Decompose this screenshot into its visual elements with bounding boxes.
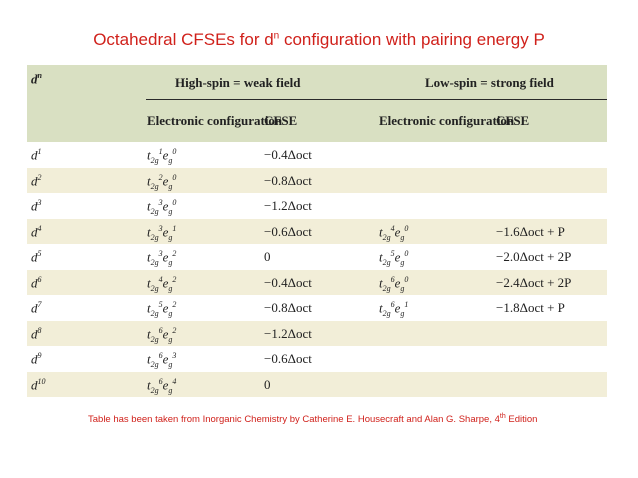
high-spin-cfse: −0.4Δoct <box>264 274 312 290</box>
title-superscript: n <box>273 30 280 42</box>
low-spin-config: t2g6eg1 <box>379 300 409 318</box>
table-row: d6 t2g4eg2 −0.4Δoct t2g6eg0 −2.4Δoct + 2P <box>27 269 607 295</box>
slide-title: Octahedral CFSEs for dn configuration wi… <box>0 30 638 50</box>
table-row: d8 t2g6eg2 −1.2Δoct <box>27 320 607 346</box>
caption-suffix: Edition <box>505 414 538 426</box>
high-spin-cfse: −0.8Δoct <box>264 172 312 188</box>
header-low-spin: Low-spin = strong field <box>425 75 554 90</box>
caption-superscript: th <box>499 413 506 420</box>
table-row: d1 t2g1eg0 −0.4Δoct <box>27 142 607 168</box>
table-row: d2 t2g2eg0 −0.8Δoct <box>27 167 607 193</box>
low-spin-cfse: −2.0Δoct + 2P <box>496 249 572 264</box>
header-config-high: Electronic configuration <box>147 113 283 128</box>
high-spin-config: t2g3eg0 <box>147 198 177 216</box>
row-dn: d10 <box>31 376 46 392</box>
high-spin-cfse: −1.2Δoct <box>264 325 312 341</box>
high-spin-config: t2g5eg2 <box>147 300 177 318</box>
title-text: Octahedral CFSEs for d <box>93 30 274 49</box>
low-spin-cfse: −1.8Δoct + P <box>496 300 565 315</box>
row-dn: d8 <box>31 325 42 341</box>
table-row: d7 t2g5eg2 −0.8Δoct t2g6eg1 −1.8Δoct + P <box>27 295 607 321</box>
caption-text: Table has been taken from Inorganic Chem… <box>88 414 500 426</box>
high-spin-cfse: −0.6Δoct <box>264 223 312 239</box>
header-divider <box>146 99 607 100</box>
high-spin-config: t2g4eg2 <box>147 274 177 293</box>
high-spin-config: t2g3eg2 <box>147 249 177 267</box>
header-high-spin: High-spin = weak field <box>175 75 301 90</box>
table-row: d3 t2g3eg0 −1.2Δoct <box>27 193 607 219</box>
header-config-low: Electronic configuration <box>379 113 515 128</box>
row-dn: d1 <box>31 147 42 163</box>
high-spin-cfse: −1.2Δoct <box>264 198 312 213</box>
row-dn: d5 <box>31 249 42 265</box>
high-spin-config: t2g3eg1 <box>147 223 177 242</box>
row-dn: d6 <box>31 274 42 290</box>
table-row: d4 t2g3eg1 −0.6Δoct t2g4eg0 −1.6Δoct + P <box>27 218 607 244</box>
title-text-suffix: configuration with pairing energy P <box>279 30 545 49</box>
table-header: dn High-spin = weak field Low-spin = str… <box>27 65 607 142</box>
low-spin-config: t2g4eg0 <box>379 223 409 242</box>
header-cfse-high: CFSE <box>264 113 298 128</box>
high-spin-config: t2g2eg0 <box>147 172 177 191</box>
table-row: d5 t2g3eg2 0 t2g5eg0 −2.0Δoct + 2P <box>27 244 607 270</box>
low-spin-cfse: −2.4Δoct + 2P <box>496 274 572 290</box>
high-spin-config: t2g6eg4 <box>147 376 177 395</box>
high-spin-config: t2g6eg3 <box>147 351 177 369</box>
source-caption: Table has been taken from Inorganic Chem… <box>88 413 537 425</box>
high-spin-cfse: −0.4Δoct <box>264 147 312 162</box>
row-dn: d3 <box>31 198 42 214</box>
cfse-table: dn High-spin = weak field Low-spin = str… <box>27 65 607 397</box>
table-row: d10 t2g6eg4 0 <box>27 371 607 397</box>
row-dn: d2 <box>31 172 42 188</box>
high-spin-cfse: 0 <box>264 249 271 264</box>
high-spin-cfse: 0 <box>264 376 271 392</box>
high-spin-config: t2g1eg0 <box>147 147 177 165</box>
high-spin-config: t2g6eg2 <box>147 325 177 344</box>
high-spin-cfse: −0.8Δoct <box>264 300 312 315</box>
header-dn: dn <box>31 71 42 87</box>
table-row: d9 t2g6eg3 −0.6Δoct <box>27 346 607 372</box>
high-spin-cfse: −0.6Δoct <box>264 351 312 366</box>
low-spin-config: t2g6eg0 <box>379 274 409 293</box>
low-spin-cfse: −1.6Δoct + P <box>496 223 565 239</box>
header-cfse-low: CFSE <box>496 113 530 128</box>
row-dn: d4 <box>31 223 42 239</box>
row-dn: d7 <box>31 300 42 316</box>
low-spin-config: t2g5eg0 <box>379 249 409 267</box>
row-dn: d9 <box>31 351 42 367</box>
